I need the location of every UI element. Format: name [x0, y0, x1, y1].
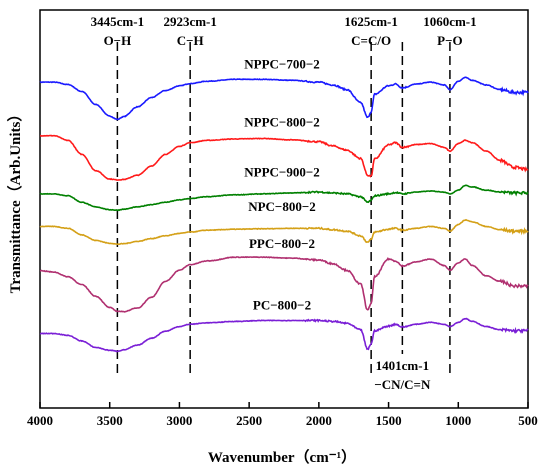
series-labels: NPPC−700−2 NPPC−800−2 NPPC−900−2 NPC−800−2 P…	[244, 56, 319, 312]
x-axis: 4000 3500 3000 2500 2000 1500 1000 500	[27, 402, 538, 428]
annotation-wavenumber: 1060cm-1	[423, 14, 476, 29]
series-line	[39, 76, 529, 121]
x-tick-label: 2500	[236, 413, 262, 428]
annotation-bond: O−H	[104, 33, 132, 48]
x-tick-label: 4000	[27, 413, 53, 428]
x-tick-label: 1000	[445, 413, 471, 428]
series-line	[39, 134, 529, 181]
x-tick-label: 1500	[376, 413, 402, 428]
series-label: NPC−800−2	[248, 199, 316, 214]
x-tick-label: 500	[518, 413, 538, 428]
series-line	[39, 317, 529, 353]
annotation-wavenumber: 1625cm-1	[344, 14, 397, 29]
series-line	[39, 184, 529, 212]
series-label: NPPC−800−2	[244, 115, 319, 130]
x-tick-label: 2000	[306, 413, 332, 428]
series-label: PPC−800−2	[249, 236, 315, 251]
annotation-bond: P−O	[437, 33, 462, 48]
plot-border	[39, 9, 529, 409]
spectra-curves	[39, 76, 529, 353]
annotation-wavenumber: 1401cm-1	[376, 358, 429, 373]
x-axis-title: Wavenumber（cm⁻¹）	[208, 448, 356, 466]
annotation-bond: C=C/O	[351, 33, 391, 48]
annotation-dashed-lines	[116, 42, 451, 376]
series-line	[39, 218, 529, 246]
annotation-wavenumber: 2923cm-1	[163, 14, 216, 29]
y-axis-title: Transmittance（Arb.Units）	[6, 107, 24, 294]
x-tick-label: 3500	[97, 413, 123, 428]
series-label: NPPC−900−2	[244, 164, 319, 179]
series-label: PC−800−2	[253, 298, 311, 313]
series-label: NPPC−700−2	[244, 56, 319, 71]
annotation-bond: −CN/C=N	[374, 377, 431, 392]
annotation-bond: C−H	[177, 33, 204, 48]
x-tick-label: 3000	[166, 413, 192, 428]
series-line	[39, 256, 529, 313]
plot-frame	[39, 9, 529, 409]
peak-annotations: 3445cm-1 O−H 2923cm-1 C−H 1625cm-1 C=C/O 1060c…	[91, 14, 477, 392]
annotation-wavenumber: 3445cm-1	[91, 14, 144, 29]
